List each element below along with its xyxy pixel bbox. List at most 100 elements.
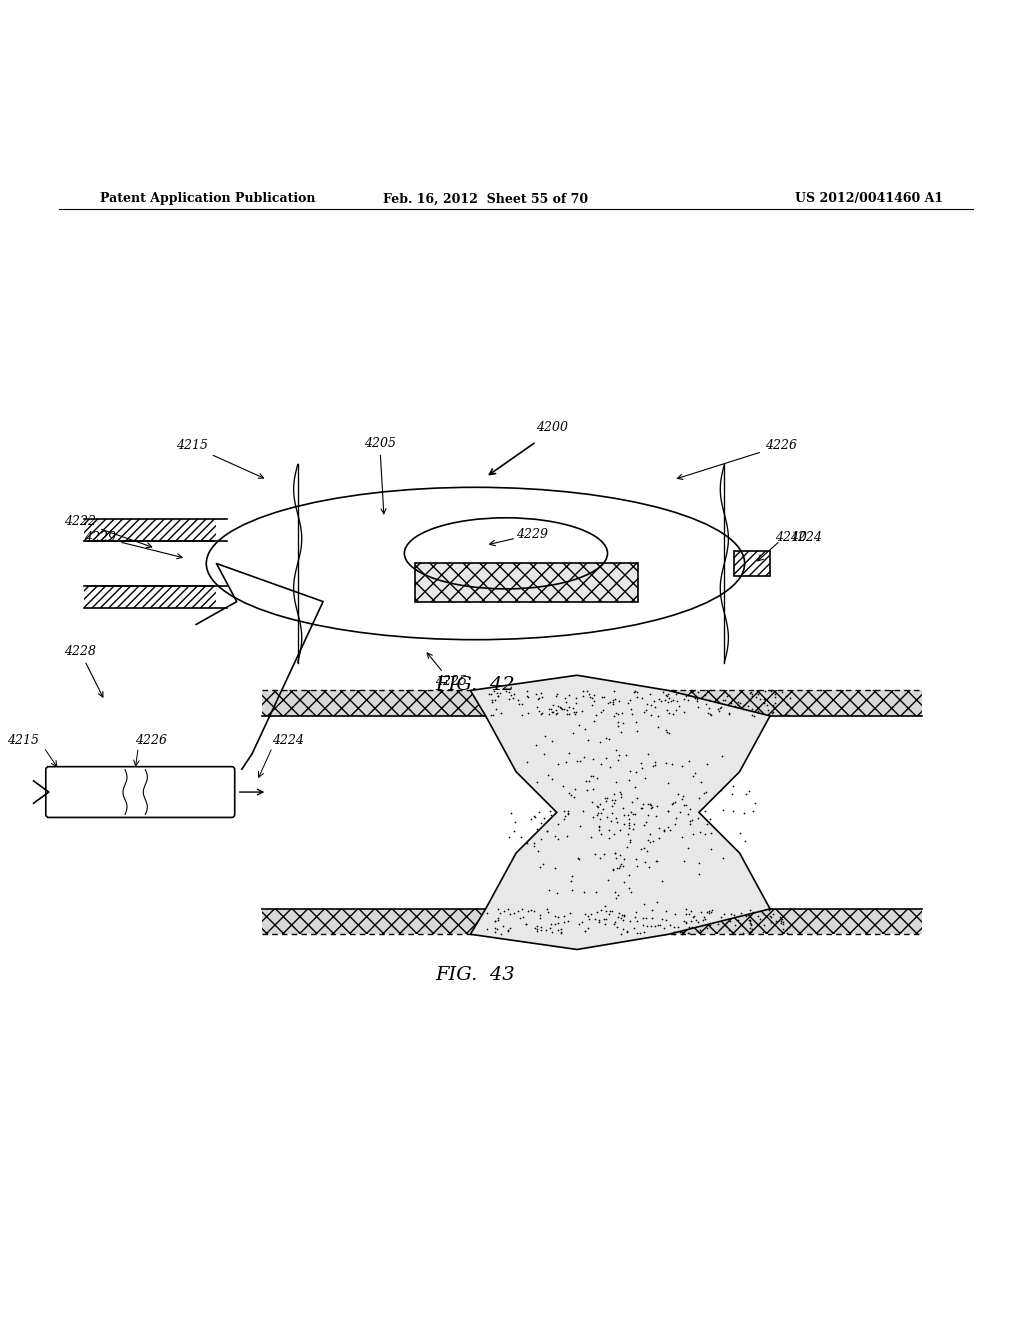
- Point: [690, 863, 707, 884]
- Point: [559, 700, 575, 721]
- Point: [757, 681, 773, 702]
- Point: [624, 704, 640, 725]
- Point: [656, 818, 673, 840]
- Point: [618, 920, 635, 941]
- Point: [561, 684, 578, 705]
- Point: [659, 817, 676, 838]
- Point: [636, 701, 652, 722]
- Point: [627, 907, 643, 928]
- Point: [727, 696, 743, 717]
- Point: [660, 772, 677, 793]
- Point: [532, 920, 549, 941]
- Point: [595, 700, 611, 721]
- Point: [527, 734, 544, 755]
- Point: [702, 822, 719, 843]
- Point: [773, 909, 790, 931]
- Point: [678, 686, 694, 708]
- Point: [627, 680, 643, 701]
- Point: [529, 688, 546, 709]
- Point: [736, 830, 753, 851]
- Point: [593, 701, 609, 722]
- Point: [622, 813, 638, 834]
- Point: [601, 903, 617, 924]
- Point: [620, 692, 636, 713]
- Point: [588, 704, 604, 725]
- Point: [628, 711, 644, 733]
- Point: [512, 907, 528, 928]
- Point: [623, 801, 639, 822]
- Point: [681, 903, 697, 924]
- Point: [550, 754, 566, 775]
- Point: [733, 903, 750, 924]
- Point: [767, 909, 783, 931]
- Point: [712, 697, 728, 718]
- Point: [659, 692, 676, 713]
- Point: [681, 921, 697, 942]
- Point: [591, 817, 607, 838]
- Point: [510, 689, 526, 710]
- Point: [655, 681, 672, 702]
- Point: [667, 792, 683, 813]
- Point: [778, 923, 795, 944]
- Point: [615, 906, 632, 927]
- Point: [657, 752, 674, 774]
- Point: [667, 923, 683, 944]
- Point: [553, 923, 569, 944]
- Point: [586, 690, 602, 711]
- Point: [515, 907, 531, 928]
- Point: [723, 903, 739, 924]
- Point: [742, 921, 759, 942]
- Point: [608, 812, 625, 833]
- Point: [565, 698, 582, 719]
- Point: [693, 913, 710, 935]
- Point: [550, 814, 566, 836]
- Point: [640, 805, 656, 826]
- Point: [548, 704, 564, 725]
- Point: [501, 689, 517, 710]
- Point: [773, 908, 790, 929]
- Point: [532, 916, 549, 937]
- Point: [638, 700, 654, 721]
- Point: [781, 917, 798, 939]
- Text: FIG.  42: FIG. 42: [435, 676, 515, 694]
- Point: [681, 751, 697, 772]
- Point: [740, 696, 757, 717]
- Point: [650, 688, 667, 709]
- Point: [527, 917, 544, 939]
- Point: [581, 684, 597, 705]
- Point: [657, 689, 674, 710]
- Point: [502, 903, 518, 924]
- Point: [665, 792, 681, 813]
- Point: [581, 730, 597, 751]
- Point: [636, 894, 652, 915]
- Point: [612, 787, 629, 808]
- Point: [651, 817, 668, 838]
- Point: [539, 821, 555, 842]
- Point: [532, 855, 549, 876]
- Point: [736, 694, 753, 715]
- Point: [723, 693, 739, 714]
- Point: [638, 810, 654, 832]
- Point: [702, 808, 719, 829]
- Point: [552, 697, 568, 718]
- Point: [744, 800, 761, 821]
- Point: [596, 843, 612, 865]
- Point: [699, 702, 716, 723]
- Point: [589, 795, 605, 816]
- Point: [607, 911, 624, 932]
- Point: [682, 799, 698, 820]
- Point: [745, 705, 762, 726]
- Point: [602, 756, 618, 777]
- Point: [777, 685, 794, 706]
- Point: [629, 855, 645, 876]
- Point: [773, 908, 790, 929]
- Point: [609, 884, 626, 906]
- Point: [591, 816, 607, 837]
- Point: [553, 921, 569, 942]
- Point: [600, 729, 616, 750]
- Point: [643, 795, 659, 816]
- Point: [637, 851, 653, 873]
- Point: [582, 686, 598, 708]
- Point: [501, 681, 517, 702]
- Text: 4224: 4224: [791, 531, 822, 544]
